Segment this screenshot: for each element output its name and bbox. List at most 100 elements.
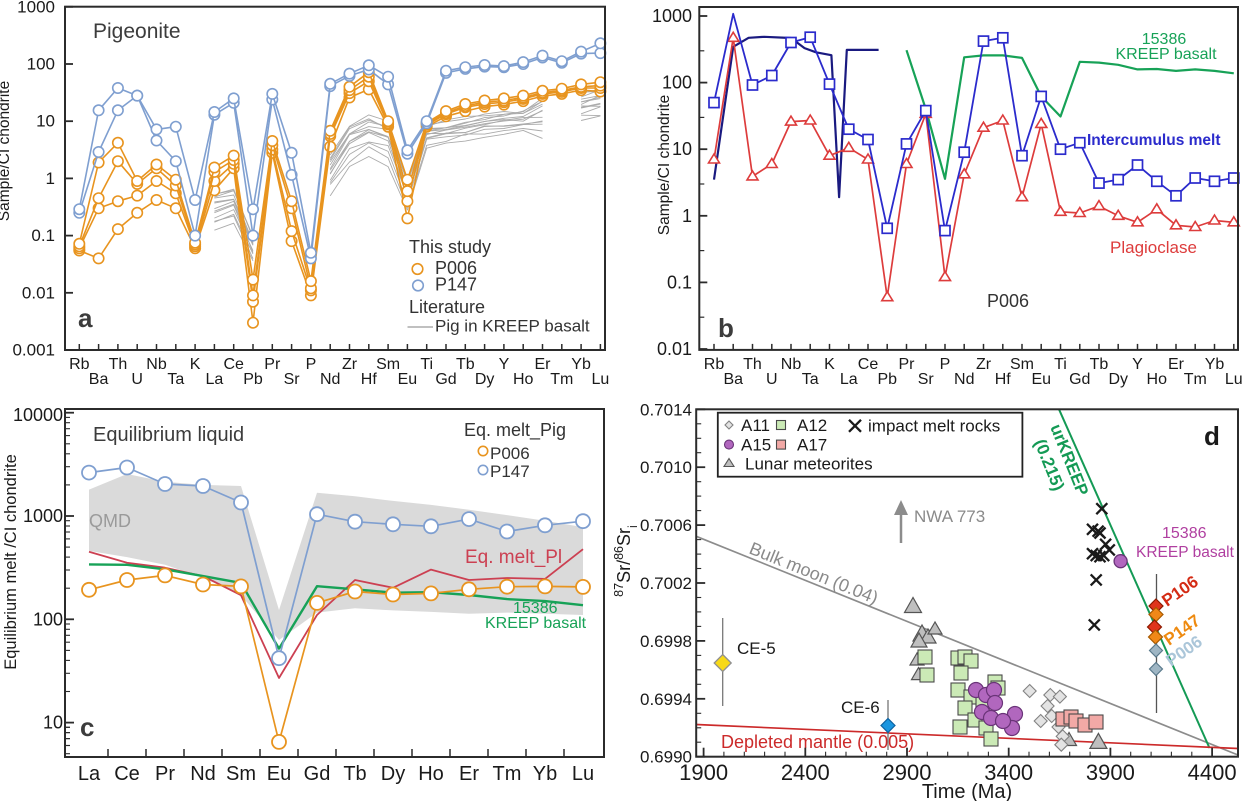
svg-text:Gd: Gd xyxy=(435,371,456,388)
svg-text:Dy: Dy xyxy=(475,371,495,388)
svg-text:Ti: Ti xyxy=(420,356,433,373)
svg-text:Ce: Ce xyxy=(114,763,140,785)
svg-text:4400: 4400 xyxy=(1188,760,1237,785)
svg-text:Sm: Sm xyxy=(376,356,400,373)
svg-text:Equilibrium liquid: Equilibrium liquid xyxy=(93,424,244,446)
svg-text:0.7006: 0.7006 xyxy=(640,516,692,535)
svg-text:Nb: Nb xyxy=(781,356,802,373)
svg-text:Ta: Ta xyxy=(167,371,184,388)
svg-text:Plagioclase: Plagioclase xyxy=(1110,238,1197,257)
svg-text:a: a xyxy=(78,303,93,333)
svg-text:0.6998: 0.6998 xyxy=(640,632,692,651)
svg-text:Gd: Gd xyxy=(1069,371,1090,388)
svg-text:Y: Y xyxy=(1132,356,1143,373)
svg-text:0.01: 0.01 xyxy=(22,283,55,302)
svg-text:KREEP basalt: KREEP basalt xyxy=(1136,544,1235,561)
svg-text:Ba: Ba xyxy=(89,371,109,388)
svg-text:d: d xyxy=(1204,421,1220,451)
svg-text:K: K xyxy=(824,356,835,373)
svg-text:A15: A15 xyxy=(741,436,771,455)
svg-text:Eu: Eu xyxy=(267,763,291,785)
svg-text:2400: 2400 xyxy=(781,760,830,785)
svg-text:Eq. melt_Pig: Eq. melt_Pig xyxy=(464,420,566,441)
svg-text:NWA 773: NWA 773 xyxy=(914,507,985,526)
svg-text:100: 100 xyxy=(33,609,63,629)
svg-text:1: 1 xyxy=(46,169,55,188)
svg-text:0.7014: 0.7014 xyxy=(640,400,692,419)
svg-text:1000: 1000 xyxy=(23,506,63,526)
svg-text:Zr: Zr xyxy=(342,356,358,373)
svg-text:A17: A17 xyxy=(797,436,827,455)
svg-text:Yb: Yb xyxy=(1205,356,1225,373)
svg-text:1000: 1000 xyxy=(652,6,692,26)
svg-text:10: 10 xyxy=(36,112,55,131)
svg-text:Pig in KREEP basalt: Pig in KREEP basalt xyxy=(435,317,590,336)
svg-text:Ta: Ta xyxy=(802,371,819,388)
svg-text:0.7002: 0.7002 xyxy=(640,574,692,593)
svg-text:Nd: Nd xyxy=(954,371,974,388)
svg-text:Y: Y xyxy=(499,356,510,373)
svg-text:15386: 15386 xyxy=(513,600,558,617)
svg-text:0.1: 0.1 xyxy=(31,226,55,245)
svg-text:10000: 10000 xyxy=(13,405,63,425)
svg-text:impact melt rocks: impact melt rocks xyxy=(868,417,1000,436)
svg-text:Equilibrium melt /CI chondrite: Equilibrium melt /CI chondrite xyxy=(2,454,20,670)
svg-text:U: U xyxy=(131,371,143,388)
svg-text:Pigeonite: Pigeonite xyxy=(93,20,181,43)
svg-text:Lu: Lu xyxy=(1225,371,1243,388)
svg-text:100: 100 xyxy=(662,73,692,93)
svg-text:Sr: Sr xyxy=(918,371,935,388)
svg-text:Sr: Sr xyxy=(284,371,301,388)
svg-text:Hf: Hf xyxy=(361,371,378,388)
svg-text:1000: 1000 xyxy=(17,0,55,16)
svg-text:0.6990: 0.6990 xyxy=(640,748,692,767)
svg-text:Tb: Tb xyxy=(456,356,475,373)
svg-text:Pr: Pr xyxy=(899,356,916,373)
svg-text:Ce: Ce xyxy=(858,356,879,373)
svg-text:Dy: Dy xyxy=(1108,371,1128,388)
svg-text:Nd: Nd xyxy=(320,371,340,388)
svg-text:15386: 15386 xyxy=(1162,525,1207,542)
svg-text:Lu: Lu xyxy=(572,763,594,785)
svg-text:P147: P147 xyxy=(435,275,477,295)
svg-text:A12: A12 xyxy=(797,416,827,435)
svg-text:K: K xyxy=(190,356,201,373)
svg-text:Intercumulus melt: Intercumulus melt xyxy=(1087,132,1221,149)
svg-text:U: U xyxy=(766,371,778,388)
svg-text:Tb: Tb xyxy=(1090,356,1109,373)
svg-text:Th: Th xyxy=(743,356,762,373)
svg-text:Nd: Nd xyxy=(190,763,216,785)
svg-text:Yb: Yb xyxy=(571,356,591,373)
svg-text:Er: Er xyxy=(459,763,479,785)
svg-text:Gd: Gd xyxy=(304,763,331,785)
svg-text:Tm: Tm xyxy=(550,371,573,388)
svg-text:P006: P006 xyxy=(435,258,477,278)
svg-text:Eu: Eu xyxy=(398,371,418,388)
svg-text:Pr: Pr xyxy=(155,763,175,785)
svg-text:QMD: QMD xyxy=(89,511,131,531)
svg-text:Tm: Tm xyxy=(1184,371,1207,388)
svg-text:La: La xyxy=(840,371,858,388)
svg-text:Tm: Tm xyxy=(493,763,522,785)
svg-text:P006: P006 xyxy=(490,444,530,463)
svg-text:0.1: 0.1 xyxy=(667,272,692,292)
svg-text:10: 10 xyxy=(43,713,63,733)
svg-text:Ho: Ho xyxy=(418,763,444,785)
svg-text:Hf: Hf xyxy=(995,371,1012,388)
svg-text:This study: This study xyxy=(409,237,491,257)
svg-text:Depleted mantle (0.005): Depleted mantle (0.005) xyxy=(721,732,914,752)
svg-text:Ce: Ce xyxy=(223,356,244,373)
svg-text:Ho: Ho xyxy=(1147,371,1168,388)
svg-text:Dy: Dy xyxy=(381,763,405,785)
svg-text:3400: 3400 xyxy=(984,760,1033,785)
svg-text:Th: Th xyxy=(109,356,128,373)
svg-text:P147: P147 xyxy=(490,462,530,481)
svg-text:100: 100 xyxy=(27,55,55,74)
svg-text:La: La xyxy=(206,371,224,388)
svg-text:Literature: Literature xyxy=(409,297,485,317)
svg-text:Rb: Rb xyxy=(69,356,90,373)
svg-text:KREEP basalt: KREEP basalt xyxy=(485,615,587,632)
svg-text:KREEP basalt: KREEP basalt xyxy=(1115,46,1217,63)
svg-text:10: 10 xyxy=(672,139,692,159)
svg-text:Pb: Pb xyxy=(877,371,897,388)
